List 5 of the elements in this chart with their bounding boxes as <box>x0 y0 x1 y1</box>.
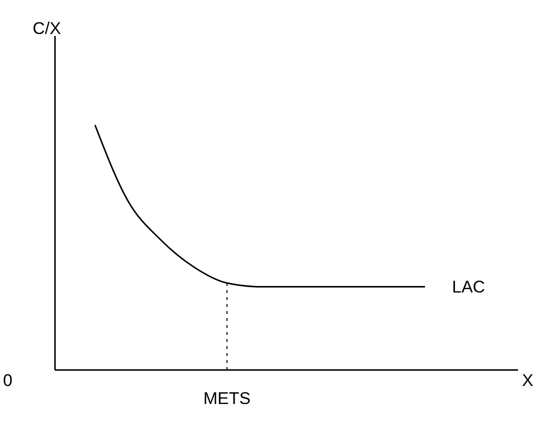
series-label: LAC <box>452 278 486 297</box>
text: METS <box>203 389 251 408</box>
text: C/X <box>32 19 61 38</box>
x-axis-title: X <box>522 371 534 390</box>
text: 0 <box>3 371 12 390</box>
